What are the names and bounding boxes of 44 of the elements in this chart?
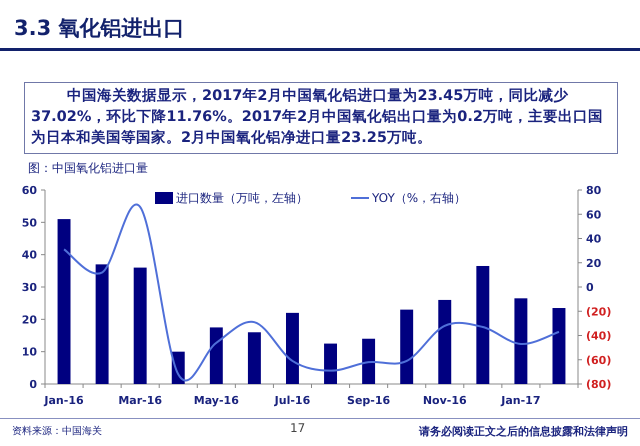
- y2-tick-label: (80): [586, 378, 612, 391]
- bar: [438, 300, 452, 384]
- y-tick-label: 0: [29, 378, 38, 391]
- x-tick-label: Nov-16: [422, 394, 467, 407]
- bar: [248, 332, 261, 384]
- y-tick-label: 40: [22, 248, 38, 262]
- chart-title: 3.3 氧化铝进出口: [14, 15, 185, 42]
- x-tick-label: Sep-16: [347, 394, 391, 407]
- x-tick-label: Jan-17: [500, 394, 541, 407]
- y2-tick-label: 20: [586, 256, 602, 270]
- y2-tick-label: 60: [586, 208, 602, 222]
- y2-tick-label: (60): [586, 354, 612, 367]
- text: 中国海关数据显示，2017年2月中国氧化铝进口量为23.45万吨，同比减少37.02%，环比下降11.76%。2017年2月中国氧化铝出口量为0.2万吨，主要出口国为日本和美国等国家。2月中国氧化铝净进口量23.25万吨。: [24, 82, 618, 154]
- bar: [286, 312, 299, 384]
- y-tick-label: 20: [22, 313, 38, 326]
- y-tick-label: 60: [22, 184, 38, 197]
- bar: [514, 298, 528, 384]
- x-tick-label: Jan-16: [43, 394, 84, 407]
- bar: [324, 344, 338, 384]
- y2-tick-label: 0: [586, 281, 594, 294]
- y-tick-label: 30: [22, 281, 38, 294]
- y2-tick-label: (20): [586, 305, 612, 318]
- bar: [400, 310, 414, 384]
- bar: [552, 308, 566, 384]
- y-tick-label: 50: [22, 216, 38, 230]
- x-tick-label: Jul-16: [274, 394, 311, 407]
- bar: [362, 338, 376, 384]
- text: 资料来源：中国海关: [12, 424, 102, 438]
- x-tick-label: Mar-16: [118, 394, 162, 407]
- legend-label: YOY（%，右轴）: [371, 191, 466, 205]
- bar: [476, 266, 490, 384]
- chart-subtitle: 图：中国氧化铝进口量: [28, 160, 148, 177]
- bar: [210, 327, 223, 384]
- y2-tick-label: 80: [586, 184, 602, 197]
- y2-tick-label: (40): [586, 330, 612, 342]
- bar: [134, 268, 147, 384]
- bar: [58, 219, 71, 384]
- legend-label: 进口数量（万吨，左轴）: [176, 191, 308, 205]
- y2-tick-label: 40: [586, 232, 602, 246]
- y-tick-label: 10: [22, 346, 38, 359]
- text: 17: [290, 421, 306, 435]
- bar: [96, 264, 109, 384]
- text: 请务必阅读正文之后的信息披露和法律声明: [419, 424, 628, 439]
- x-tick-label: May-16: [194, 394, 240, 407]
